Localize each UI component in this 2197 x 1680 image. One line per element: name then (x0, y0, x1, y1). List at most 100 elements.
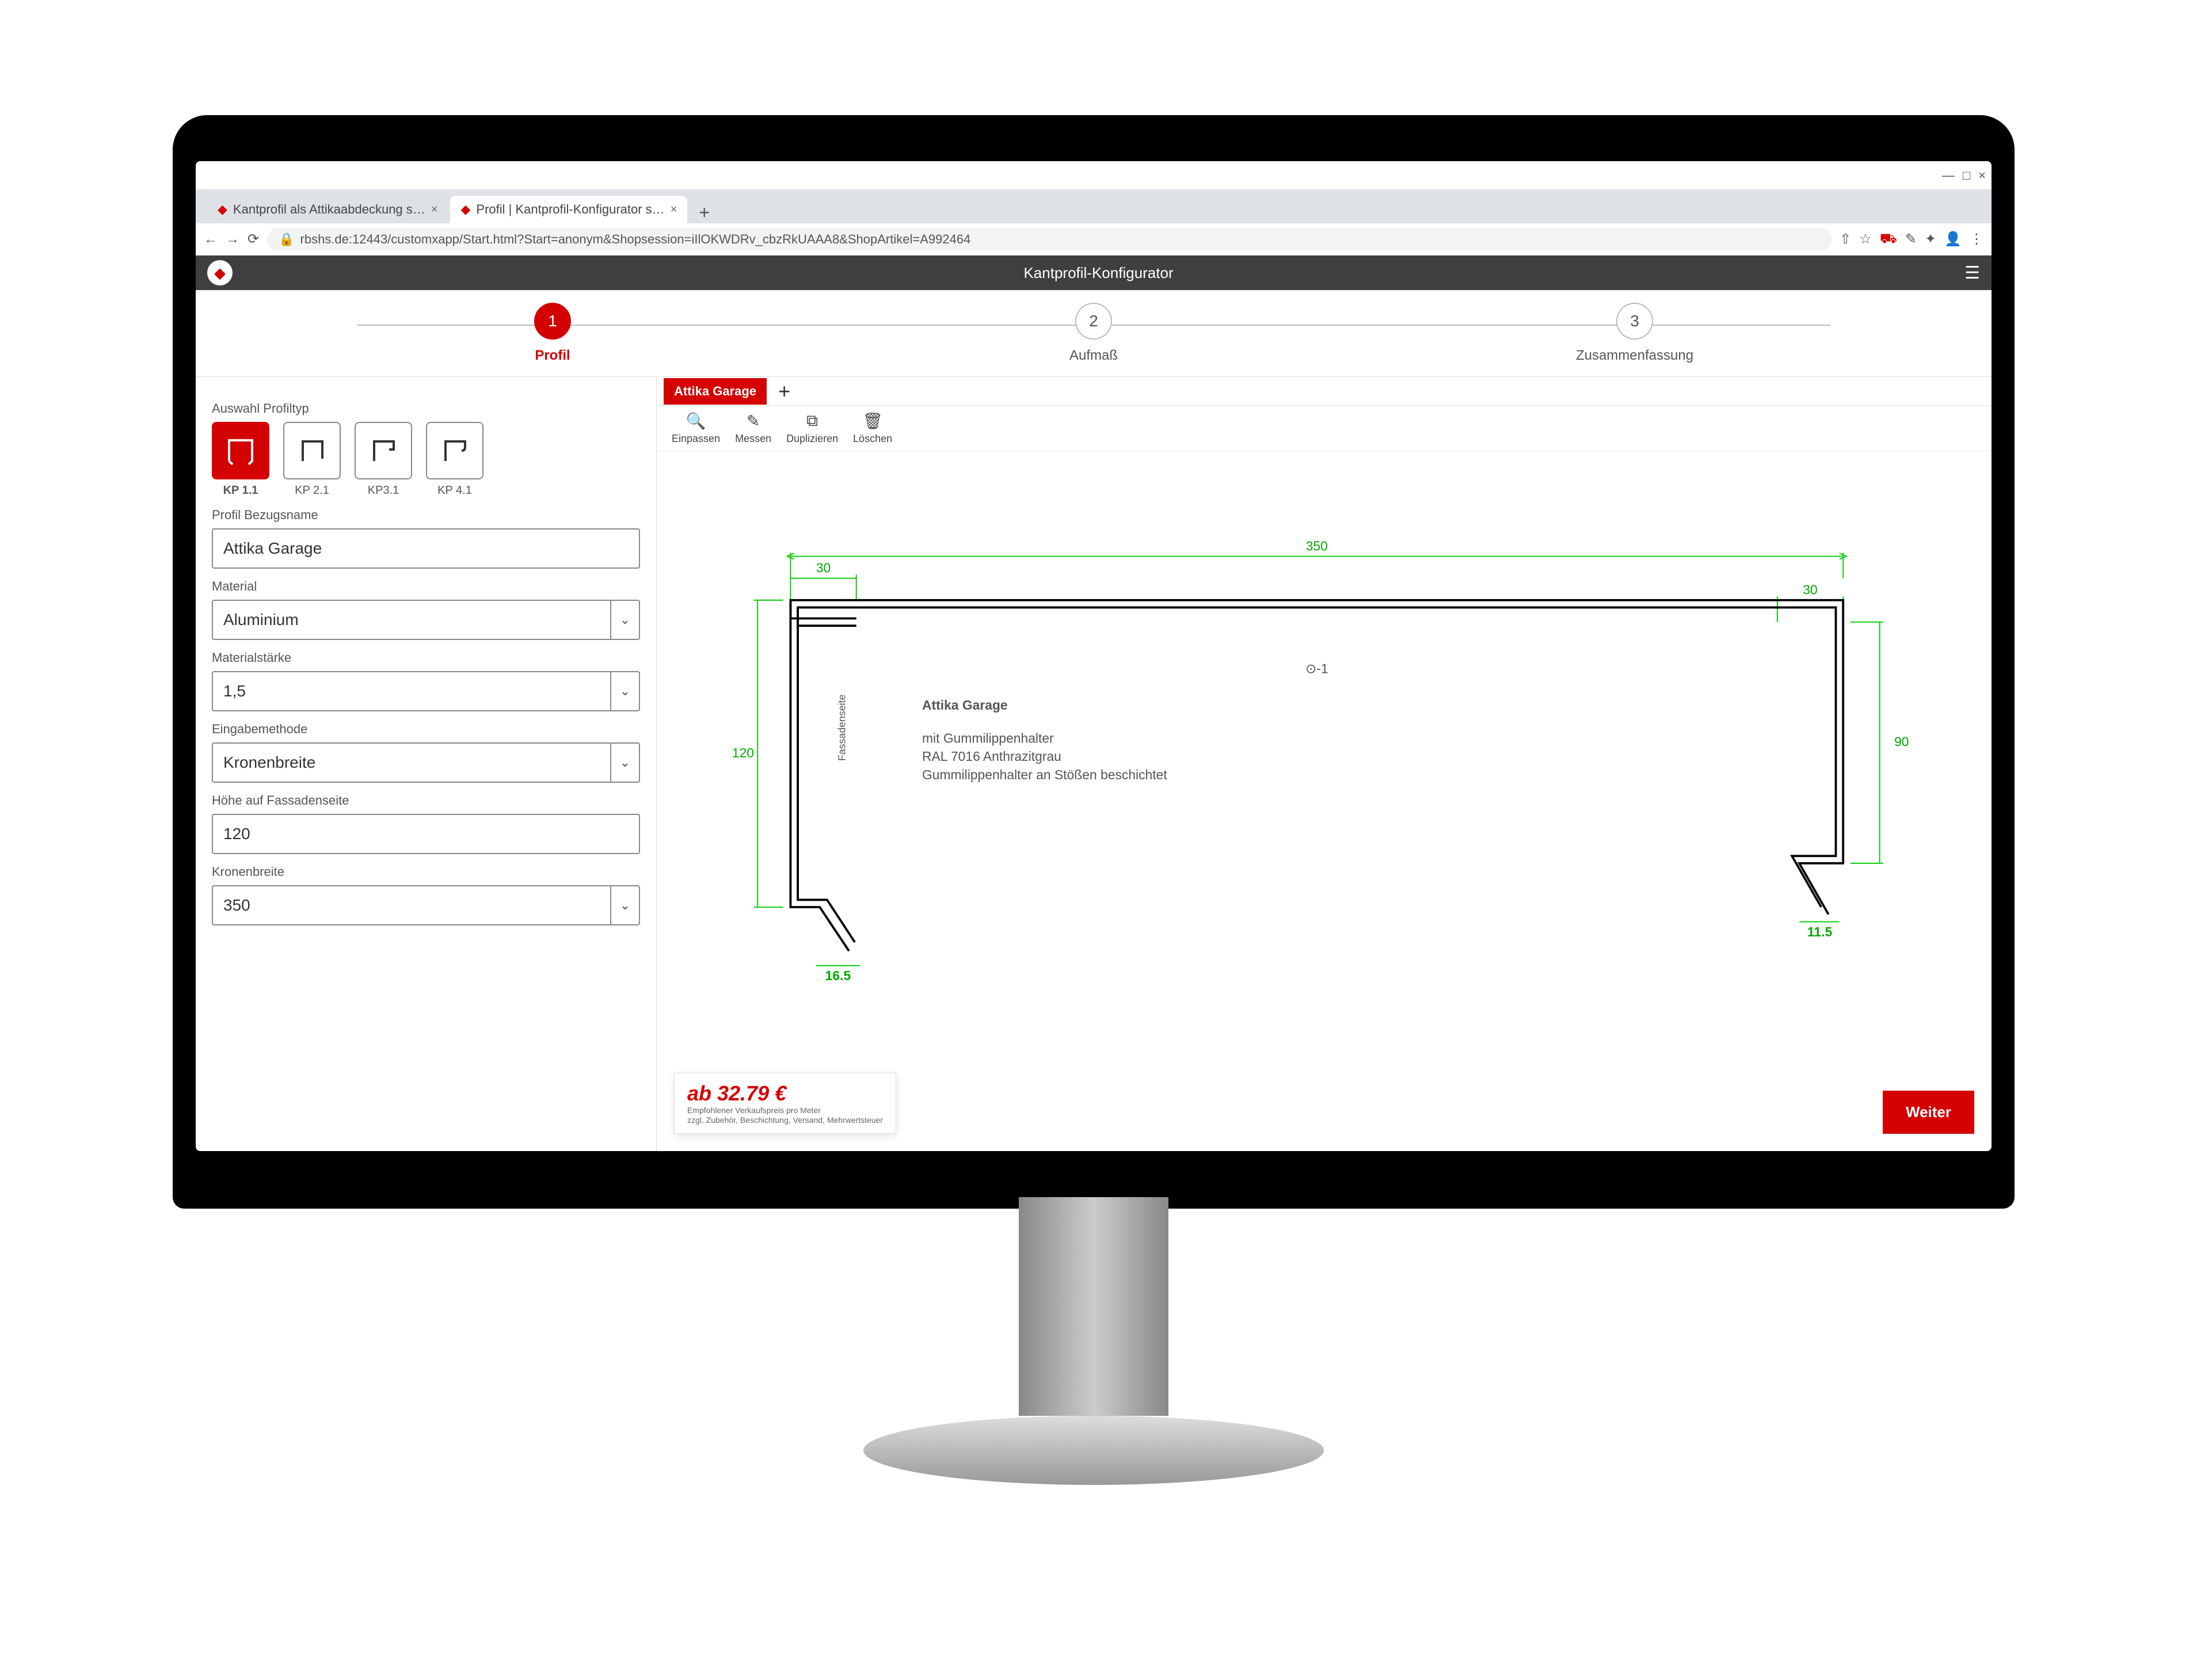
monitor-stand (863, 1197, 1324, 1485)
weiter-button[interactable]: Weiter (1883, 1091, 1974, 1134)
canvas-area: Attika Garage + 🔍Einpassen ✎Messen ⧉Dupl… (656, 377, 1992, 1151)
dim-bottom-right-kick: 11.5 (1807, 924, 1833, 939)
cart-icon[interactable]: ⛟ (1880, 231, 1897, 248)
dim-bottom-left-kick: 16.5 (825, 968, 851, 983)
field-label: Material (212, 579, 640, 594)
hoehe-input[interactable]: 120 (212, 814, 640, 854)
add-tab-button[interactable]: + (771, 379, 797, 403)
profiltyp-kp31[interactable]: KP3.1 (355, 422, 412, 497)
share-icon[interactable]: ⇧ (1840, 231, 1851, 247)
price-subtitle: zzgl. Zubehör, Beschichtung, Versand, Me… (687, 1115, 883, 1125)
canvas-tab[interactable]: Attika Garage (664, 378, 767, 405)
materialstaerke-select[interactable]: 1,5⌄ (212, 671, 640, 711)
star-icon[interactable]: ☆ (1859, 231, 1872, 247)
drawing-canvas[interactable]: 350 30 30 120 90 (657, 451, 1992, 1151)
profiltyp-label: KP 4.1 (426, 484, 483, 497)
profiltyp-label: KP3.1 (355, 484, 412, 497)
browser-addressbar: ← → ⟳ 🔒 rbshs.de:12443/customxapp/Start.… (196, 223, 1992, 256)
chevron-down-icon: ⌄ (610, 744, 639, 782)
forward-icon[interactable]: → (226, 231, 239, 247)
step-number: 2 (1075, 303, 1112, 340)
dim-top-right-in: 30 (1803, 582, 1817, 597)
pencil-icon: ✎ (735, 412, 771, 431)
tab-title: Kantprofil als Attikaabdeckung s… (233, 202, 425, 217)
chevron-down-icon: ⌄ (610, 886, 639, 924)
field-label: Höhe auf Fassadenseite (212, 793, 640, 808)
lock-icon: 🔒 (279, 232, 294, 247)
step-number: 3 (1616, 303, 1653, 340)
tab-close-icon[interactable]: × (431, 203, 438, 216)
dim-left-height: 120 (732, 745, 754, 760)
browser-tabstrip: ◆ Kantprofil als Attikaabdeckung s… × ◆ … (196, 190, 1992, 223)
profile-icon[interactable]: 👤 (1944, 231, 1962, 247)
canvas-toolbar: 🔍Einpassen ✎Messen ⧉Duplizieren 🗑Löschen (657, 406, 1992, 451)
step-zusammenfassung[interactable]: 3 Zusammenfassung (1364, 303, 1905, 364)
step-label: Aufmaß (823, 348, 1364, 364)
price-subtitle: Empfohlener Verkaufspreis pro Meter (687, 1106, 883, 1115)
url-input[interactable]: 🔒 rbshs.de:12443/customxapp/Start.html?S… (267, 228, 1832, 251)
list-icon[interactable]: ☰ (1964, 263, 1980, 283)
side-label: Fassadenseite (836, 694, 848, 761)
material-select[interactable]: Aluminium⌄ (212, 600, 640, 640)
field-label: Kronenbreite (212, 864, 640, 879)
eingabemethode-select[interactable]: Kronenbreite⌄ (212, 742, 640, 783)
field-label: Profil Bezugsname (212, 508, 640, 523)
dim-top-width: 350 (1306, 538, 1328, 553)
tool-einpassen[interactable]: 🔍Einpassen (672, 412, 720, 445)
profiltyp-kp21[interactable]: KP 2.1 (283, 422, 341, 497)
step-label: Zusammenfassung (1364, 348, 1905, 364)
bezugsname-input[interactable]: Attika Garage (212, 528, 640, 569)
stepper: 1 Profil 2 Aufmaß 3 Zusammenfassung (196, 290, 1992, 376)
note-line: mit Gummilippenhalter (922, 730, 1054, 745)
step-label: Profil (282, 348, 823, 364)
window-minimize-button[interactable]: — (1942, 168, 1955, 183)
price-value: ab 32.79 € (687, 1081, 883, 1106)
window-titlebar: — □ × (196, 161, 1992, 190)
note-line: Gummilippenhalter an Stößen beschichtet (922, 767, 1167, 782)
sidebar: Auswahl Profiltyp KP 1.1 KP 2.1 KP3.1 (196, 377, 656, 1151)
kronenbreite-select[interactable]: 350⌄ (212, 885, 640, 925)
tab-favicon-icon: ◆ (218, 202, 227, 217)
step-profil[interactable]: 1 Profil (282, 303, 823, 364)
profiltyp-label: Auswahl Profiltyp (212, 401, 640, 416)
tool-loeschen[interactable]: 🗑Löschen (853, 412, 892, 445)
tab-close-icon[interactable]: × (671, 203, 677, 216)
url-text: rbshs.de:12443/customxapp/Start.html?Sta… (300, 232, 971, 247)
profiltyp-kp41[interactable]: KP 4.1 (426, 422, 483, 497)
note-line: RAL 7016 Anthrazitgrau (922, 749, 1061, 764)
browser-tab[interactable]: ◆ Profil | Kantprofil-Konfigurator s… × (450, 196, 687, 223)
extensions-icon[interactable]: ✦ (1925, 231, 1936, 247)
profiltyp-label: KP 2.1 (283, 484, 341, 497)
profiltyp-label: KP 1.1 (212, 484, 269, 497)
profiltyp-kp11[interactable]: KP 1.1 (212, 422, 269, 497)
app-header: ◆ Kantprofil-Konfigurator ☰ (196, 256, 1992, 290)
tool-messen[interactable]: ✎Messen (735, 412, 771, 445)
reload-icon[interactable]: ⟳ (248, 231, 259, 247)
dim-top-left-in: 30 (816, 560, 831, 575)
back-icon[interactable]: ← (204, 231, 218, 247)
center-mark: ⊙-1 (1305, 661, 1328, 676)
zoom-fit-icon: 🔍 (672, 412, 720, 431)
tab-favicon-icon: ◆ (460, 202, 470, 217)
field-label: Materialstärke (212, 650, 640, 665)
copy-icon: ⧉ (786, 412, 838, 431)
chevron-down-icon: ⌄ (610, 601, 639, 639)
dim-right-height: 90 (1894, 734, 1909, 749)
step-number: 1 (534, 303, 571, 340)
app-logo-icon[interactable]: ◆ (207, 260, 233, 285)
step-aufmass[interactable]: 2 Aufmaß (823, 303, 1364, 364)
price-box: ab 32.79 € Empfohlener Verkaufspreis pro… (674, 1073, 896, 1134)
tool-duplizieren[interactable]: ⧉Duplizieren (786, 412, 838, 445)
tab-title: Profil | Kantprofil-Konfigurator s… (476, 202, 664, 217)
note-title: Attika Garage (922, 698, 1008, 713)
window-close-button[interactable]: × (1978, 168, 1986, 183)
trash-icon: 🗑 (853, 412, 892, 431)
wand-icon[interactable]: ✎ (1905, 231, 1917, 247)
new-tab-button[interactable]: + (690, 202, 719, 223)
app-title: Kantprofil-Konfigurator (1023, 264, 1173, 282)
menu-icon[interactable]: ⋮ (1970, 231, 1983, 247)
browser-tab[interactable]: ◆ Kantprofil als Attikaabdeckung s… × (207, 196, 448, 223)
window-maximize-button[interactable]: □ (1963, 168, 1970, 183)
chevron-down-icon: ⌄ (610, 672, 639, 710)
field-label: Eingabemethode (212, 722, 640, 737)
